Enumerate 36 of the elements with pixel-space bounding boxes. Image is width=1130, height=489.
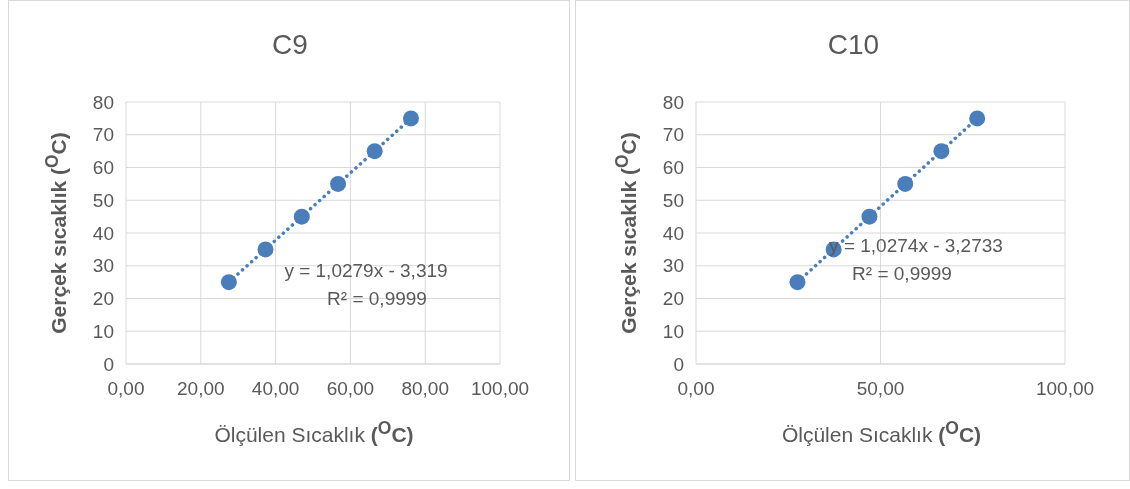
x-tick-label: 0,00	[677, 378, 715, 400]
x-tick-label: 50,00	[856, 378, 905, 400]
y-tick-label: 60	[662, 157, 684, 179]
x-axis-title: Ölçülen Sıcaklık ($^{O}$C)	[214, 418, 414, 446]
x-tick-label: 20,00	[177, 378, 225, 400]
x-tick-label: 100,00	[1035, 378, 1095, 400]
annotation: R² = 0,9999	[852, 263, 952, 285]
y-tick-label: 0	[673, 353, 684, 375]
y-tick-label: 70	[92, 124, 114, 146]
y-tick-label: 30	[662, 255, 684, 277]
y-tick-label: 50	[92, 189, 114, 211]
y-tick-label: 20	[92, 288, 114, 310]
y-tick-label: 80	[92, 91, 114, 113]
x-tick-label: 100,00	[470, 378, 530, 400]
y-tick-label: 50	[662, 189, 684, 211]
x-tick-label: 40,00	[251, 378, 300, 400]
annotation: y = 1,0274x - 3,2733	[829, 235, 1003, 257]
y-tick-label: 10	[92, 320, 114, 342]
y-tick-label: 30	[92, 255, 114, 277]
y-tick-label: 70	[662, 124, 684, 146]
annotation: y = 1,0279x - 3,319	[284, 260, 448, 282]
annotation: R² = 0,9999	[327, 288, 427, 310]
chart-title: C9	[271, 29, 309, 61]
y-tick-label: 80	[662, 91, 684, 113]
y-tick-label: 0	[103, 353, 114, 375]
x-tick-label: 80,00	[401, 378, 449, 400]
y-tick-label: 20	[662, 288, 684, 310]
point	[969, 110, 986, 127]
y-tick-label: 10	[662, 320, 684, 342]
y-tick-label: 40	[662, 222, 684, 244]
x-tick-label: 0,00	[107, 378, 145, 400]
y-tick-label: 60	[92, 157, 114, 179]
y-tick-label: 40	[92, 222, 114, 244]
x-axis-title: Ölçülen Sıcaklık ($^{O}$C)	[781, 418, 982, 446]
x-tick-label: 60,00	[326, 378, 375, 400]
chart-title: C10	[826, 29, 881, 61]
